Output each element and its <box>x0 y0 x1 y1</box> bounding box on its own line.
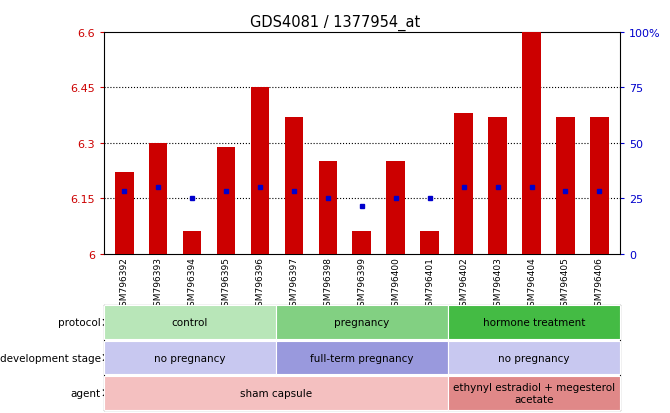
Bar <box>590 118 609 254</box>
Bar <box>149 143 168 254</box>
Bar <box>216 147 235 254</box>
Bar <box>352 232 371 254</box>
Bar <box>454 114 473 254</box>
Bar <box>115 173 133 254</box>
Bar <box>522 33 541 254</box>
Text: pregnancy: pregnancy <box>334 318 389 328</box>
Bar <box>488 118 507 254</box>
Text: no pregnancy: no pregnancy <box>154 353 226 363</box>
Text: hormone treatment: hormone treatment <box>482 318 585 328</box>
Bar <box>387 162 405 254</box>
Bar <box>556 118 575 254</box>
Text: no pregnancy: no pregnancy <box>498 353 570 363</box>
Text: ethynyl estradiol + megesterol
acetate: ethynyl estradiol + megesterol acetate <box>453 382 615 404</box>
Text: protocol: protocol <box>58 318 100 328</box>
Bar <box>318 162 337 254</box>
Text: development stage: development stage <box>0 353 100 363</box>
Text: sham capsule: sham capsule <box>240 388 312 398</box>
Bar <box>251 88 269 254</box>
Text: GDS4081 / 1377954_at: GDS4081 / 1377954_at <box>250 14 420 31</box>
Text: full-term pregnancy: full-term pregnancy <box>310 353 413 363</box>
Bar <box>183 232 202 254</box>
Text: control: control <box>172 318 208 328</box>
Text: agent: agent <box>70 388 100 398</box>
Bar <box>420 232 439 254</box>
Bar <box>285 118 304 254</box>
